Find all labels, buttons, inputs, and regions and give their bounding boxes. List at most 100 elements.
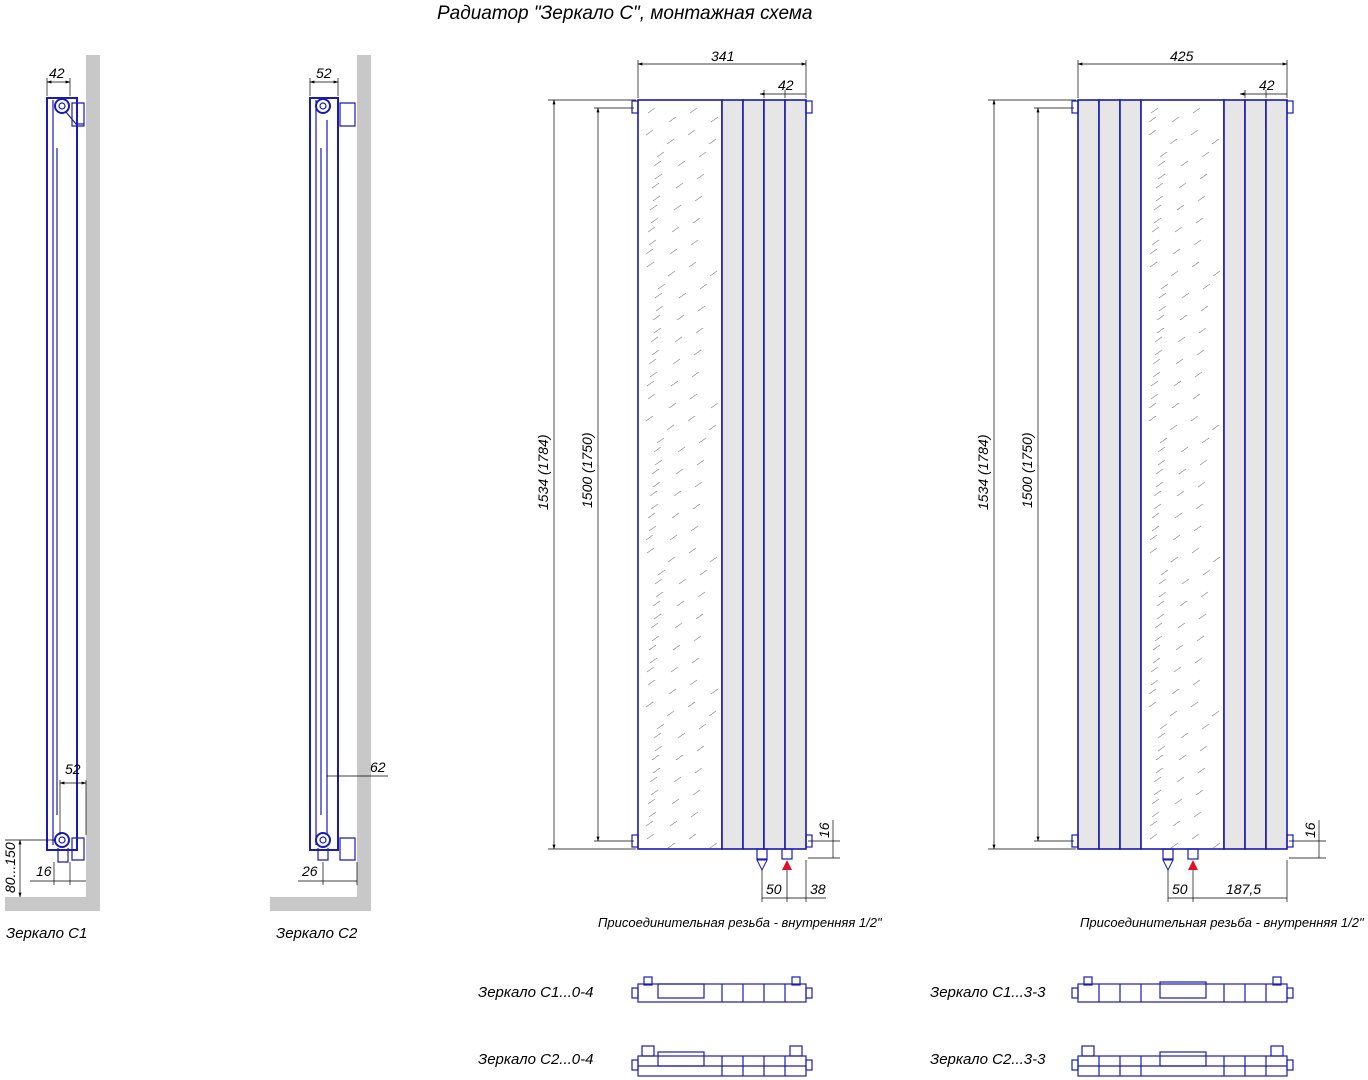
hatch-stroke — [1178, 754, 1187, 761]
hatch-stroke — [1177, 336, 1186, 343]
hatch-stroke — [656, 723, 665, 730]
top-collector — [315, 98, 331, 114]
section — [784, 99, 807, 850]
hatch-stroke — [1192, 107, 1201, 114]
hatch-stroke — [693, 635, 702, 642]
supply-marker — [1188, 860, 1198, 870]
hatch-stroke — [657, 569, 666, 576]
hatch-stroke — [1181, 292, 1190, 299]
hatch-stroke — [1148, 129, 1157, 136]
hatch-stroke — [673, 490, 682, 497]
dim-width: 341 — [711, 48, 734, 64]
hatch-stroke — [671, 512, 680, 519]
hatch-stroke — [710, 688, 719, 695]
hatch-stroke — [1190, 129, 1199, 136]
hatch-stroke — [668, 688, 677, 695]
hatch-stroke — [653, 160, 662, 167]
dim-floor-gap-c1: 80...150 — [2, 842, 18, 893]
hatch-stroke — [648, 239, 657, 246]
hatch-stroke — [1156, 314, 1165, 321]
hatch-stroke — [670, 666, 679, 673]
hatch-stroke — [645, 415, 654, 422]
hatch-stroke — [710, 402, 719, 409]
hatch-stroke — [1199, 173, 1208, 180]
hatch-stroke — [1156, 327, 1165, 334]
hatch-stroke — [1148, 415, 1157, 422]
hatch-stroke — [1169, 138, 1178, 145]
mirror-panel — [1140, 99, 1225, 850]
hatch-stroke — [650, 622, 659, 629]
hatch-stroke — [690, 525, 699, 532]
hatch-stroke — [1170, 270, 1179, 277]
hatch-stroke — [1169, 710, 1178, 717]
hatch-stroke — [1212, 556, 1221, 563]
hatch-stroke — [672, 644, 681, 651]
hatch-stroke — [645, 129, 654, 136]
hatch-stroke — [1197, 481, 1206, 488]
hatch-stroke — [690, 239, 699, 246]
hatch-stroke — [1201, 151, 1210, 158]
supply-marker — [782, 860, 792, 870]
hatch-stroke — [646, 261, 655, 268]
hatch-stroke — [709, 842, 718, 849]
hatch-stroke — [1173, 380, 1182, 387]
hatch-stroke — [688, 833, 697, 840]
hatch-stroke — [652, 195, 661, 202]
front-view-425: 425 42 1534 (1784) 1500 (1750) 16 50 187… — [975, 48, 1365, 930]
hatch-stroke — [672, 358, 681, 365]
mirror-panel — [637, 99, 723, 850]
hatch-stroke — [1199, 745, 1208, 752]
hatch-stroke — [678, 578, 687, 585]
hatch-stroke — [1178, 468, 1187, 475]
hatch-stroke — [649, 371, 658, 378]
hatch-stroke — [675, 468, 684, 475]
hatch-stroke — [1191, 547, 1200, 554]
hatch-stroke — [1155, 767, 1164, 774]
hatch-stroke — [1171, 688, 1180, 695]
hatch-stroke — [1202, 569, 1211, 576]
hatch-stroke — [648, 525, 657, 532]
hatch-stroke — [655, 305, 664, 312]
top-view-label: Зеркало С2...0-4 — [478, 1051, 593, 1068]
hatch-stroke — [654, 578, 663, 585]
hatch-stroke — [1152, 358, 1161, 365]
dim-bottom-offset: 16 — [816, 822, 832, 838]
hatch-stroke — [1192, 393, 1201, 400]
side-view-c2: 52 62 26 Зеркало С2 — [270, 55, 388, 942]
hatch-stroke — [1157, 160, 1166, 167]
hatch-stroke — [1149, 820, 1158, 827]
hatch-stroke — [1151, 525, 1160, 532]
hatch-stroke — [676, 600, 685, 607]
dim-depth-c1: 42 — [49, 65, 65, 81]
hatch-stroke — [1155, 182, 1164, 189]
mirror-hatching — [645, 107, 719, 849]
hatch-stroke — [1151, 239, 1160, 246]
connection-note: Присоединительная резьба - внутренняя 1/… — [598, 915, 883, 930]
hatch-stroke — [645, 820, 654, 827]
hatch-stroke — [651, 468, 660, 475]
hatch-stroke — [1211, 138, 1220, 145]
hatch-stroke — [694, 195, 703, 202]
section — [1077, 99, 1100, 850]
hatch-stroke — [687, 129, 696, 136]
section — [763, 99, 786, 850]
hatch-stroke — [1175, 358, 1184, 365]
hatch-stroke — [650, 503, 659, 510]
dim-bottom-depth-c2: 62 — [370, 759, 386, 775]
top-view-c2-3-3: Зеркало С2...3-3 — [930, 1045, 1294, 1077]
hatch-stroke — [710, 116, 719, 123]
top-view-c1-3-3: Зеркало С1...3-3 — [930, 976, 1294, 1003]
hatch-stroke — [694, 767, 703, 774]
hatch-stroke — [1150, 107, 1159, 114]
hatch-stroke — [692, 503, 701, 510]
hatch-stroke — [651, 182, 660, 189]
hatch-stroke — [1196, 635, 1205, 642]
hatch-stroke — [1194, 657, 1203, 664]
hatch-stroke — [647, 107, 656, 114]
top-view-label: Зеркало С1...0-4 — [478, 984, 593, 1001]
section — [721, 99, 744, 850]
hatch-stroke — [650, 217, 659, 224]
hatch-stroke — [646, 380, 655, 387]
hatch-stroke — [1155, 195, 1164, 202]
side-view-c1: 42 52 16 80...150 Зеркало С1 — [2, 55, 100, 942]
